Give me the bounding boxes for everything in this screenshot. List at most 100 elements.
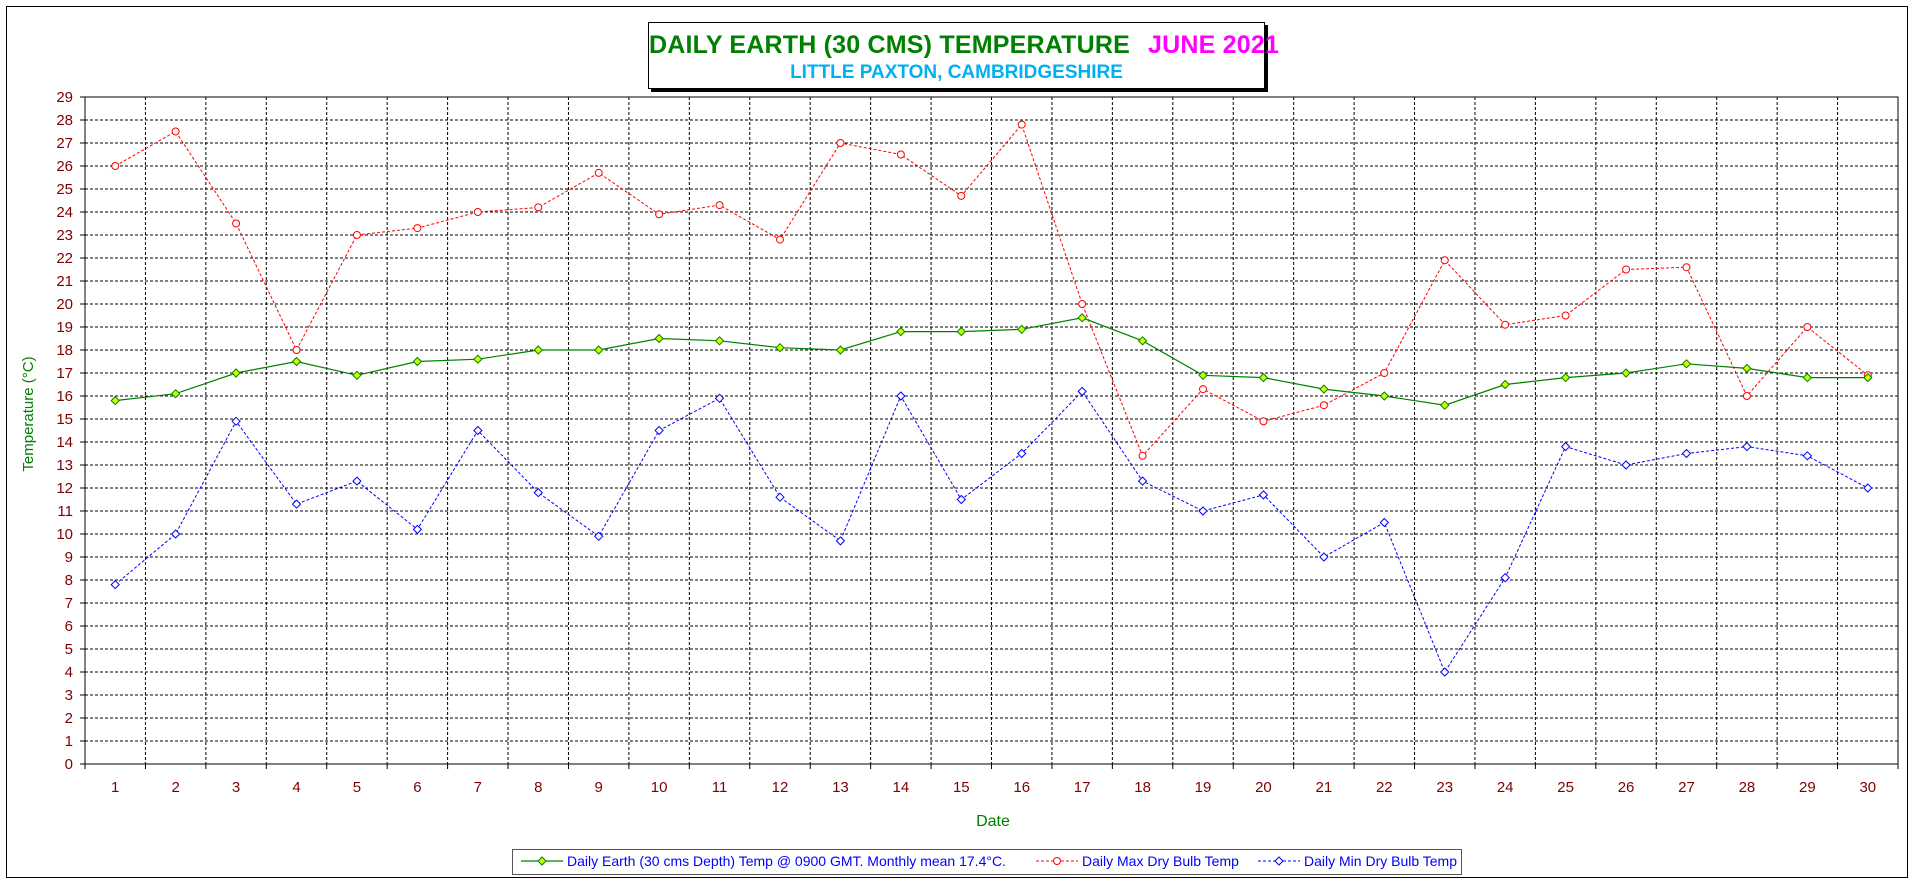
data-point [1501, 320, 1510, 329]
data-point [714, 393, 725, 404]
y-tick-label: 0 [65, 756, 73, 773]
chart-title-month: JUNE 2021 [1148, 31, 1280, 59]
x-tick-label: 6 [413, 779, 421, 796]
data-point [835, 536, 846, 546]
legend-swatch-max-temp [1036, 857, 1078, 865]
data-point [1742, 363, 1752, 374]
data-point [291, 356, 302, 367]
x-tick-label: 24 [1497, 779, 1514, 796]
series-layer [110, 120, 1873, 677]
data-point [1560, 441, 1571, 452]
series-line [115, 317, 1868, 406]
grid [85, 97, 1898, 764]
data-point [1681, 448, 1692, 459]
data-point [1802, 451, 1813, 461]
data-point [654, 333, 664, 344]
data-point [1440, 400, 1450, 410]
data-point [533, 345, 543, 355]
data-point [291, 499, 302, 509]
data-point [1137, 476, 1148, 486]
y-tick-label: 7 [65, 595, 73, 612]
data-point [593, 531, 604, 542]
y-tick-label: 25 [56, 181, 73, 198]
data-point [655, 210, 664, 219]
data-point [1380, 369, 1389, 377]
x-tick-label: 14 [893, 779, 910, 796]
x-tick-label: 25 [1557, 779, 1574, 796]
x-tick-label: 27 [1678, 779, 1695, 796]
data-point [231, 368, 241, 378]
x-tick-label: 28 [1739, 779, 1756, 796]
data-point [1198, 506, 1208, 516]
data-point [473, 208, 482, 216]
x-tick-label: 19 [1195, 779, 1212, 796]
data-point [1681, 359, 1692, 369]
x-tick-label: 8 [534, 779, 542, 796]
data-point [593, 345, 604, 355]
legend-item-earth-temp: Daily Earth (30 cms Depth) Temp @ 0900 G… [521, 853, 1006, 869]
legend-swatch-min-temp [1258, 856, 1300, 866]
data-point [1863, 372, 1873, 383]
data-point [714, 336, 725, 346]
series-line [114, 123, 1869, 457]
data-point [1077, 386, 1087, 397]
data-point [1803, 323, 1812, 331]
y-axis-label: Temperature (°C) [20, 356, 37, 471]
data-point [1379, 517, 1390, 528]
plot-area-border [84, 96, 1899, 765]
series-1 [111, 120, 1872, 460]
series-line [114, 390, 1869, 674]
y-tick-label: 27 [56, 135, 73, 152]
data-point [473, 425, 483, 436]
legend-label-earth-temp: Daily Earth (30 cms Depth) Temp @ 0900 G… [567, 853, 1006, 869]
x-tick-label: 12 [772, 779, 789, 796]
data-point [1379, 391, 1390, 401]
x-tick-label: 1 [111, 779, 119, 796]
x-tick-label: 15 [953, 779, 970, 796]
data-point [1500, 379, 1510, 390]
y-tick-label: 10 [56, 526, 73, 543]
data-point [1621, 368, 1631, 378]
y-tick-label: 16 [56, 388, 73, 405]
x-axis-label: Date [976, 813, 1010, 830]
data-point [534, 203, 543, 212]
x-tick-label: 26 [1618, 779, 1635, 796]
x-tick-label: 18 [1134, 779, 1151, 796]
chart-subtitle: LITTLE PAXTON, CAMBRIDGESHIRE [790, 62, 1123, 83]
data-point [292, 346, 301, 354]
data-point [413, 224, 422, 233]
y-tick-label: 13 [56, 457, 73, 474]
data-point [1078, 300, 1087, 308]
y-tick-label: 8 [65, 572, 73, 589]
data-point [1682, 263, 1691, 272]
data-point [775, 235, 784, 244]
data-point [956, 494, 966, 505]
legend-label-min-temp: Daily Min Dry Bulb Temp [1304, 853, 1458, 869]
data-point [1863, 483, 1873, 493]
x-tick-label: 4 [292, 779, 300, 796]
y-tick-label: 12 [56, 480, 73, 497]
data-point [533, 487, 543, 498]
x-tick-label: 2 [171, 779, 179, 796]
data-point [1319, 401, 1328, 410]
data-point [232, 219, 241, 228]
x-tick-label: 3 [232, 779, 240, 796]
x-tick-label: 21 [1316, 779, 1333, 796]
y-tick-label: 18 [56, 342, 73, 359]
data-point [1259, 417, 1268, 426]
data-point [1017, 120, 1026, 129]
data-point [110, 395, 120, 406]
y-tick-label: 29 [56, 89, 73, 106]
data-point [171, 127, 180, 136]
data-point [1258, 372, 1269, 383]
data-point [896, 150, 905, 159]
data-point [1742, 441, 1752, 452]
data-point [775, 492, 785, 502]
y-tick-label: 6 [65, 618, 73, 635]
x-tick-label: 7 [474, 779, 482, 796]
data-point [1621, 460, 1631, 470]
data-point [957, 191, 966, 200]
data-point [1258, 490, 1269, 500]
chart-title-line: DAILY EARTH (30 CMS) TEMPERATURE JUNE 202… [649, 31, 1279, 60]
